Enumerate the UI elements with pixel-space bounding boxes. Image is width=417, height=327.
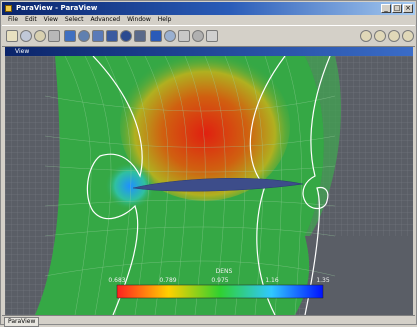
flow-field-render (5, 56, 413, 315)
connect-icon[interactable] (64, 30, 76, 42)
main-toolbar (2, 25, 415, 47)
minimize-button[interactable]: _ (381, 4, 391, 13)
view-header[interactable]: View (5, 47, 413, 56)
save-icon[interactable] (20, 30, 32, 42)
colorbar-tick: 1.35 (316, 277, 330, 284)
view-title: View (15, 48, 30, 55)
zoom-icon[interactable] (388, 30, 400, 42)
title-bar[interactable]: ParaView - ParaView _ □ × (2, 2, 415, 15)
shock-region (305, 56, 341, 236)
undo-icon[interactable] (34, 30, 46, 42)
glyph-icon[interactable] (134, 30, 146, 42)
clip-icon[interactable] (164, 30, 176, 42)
colorbar-tick: 0.975 (211, 277, 229, 284)
colorbar-tick: 1.16 (265, 277, 279, 284)
high-density-zone (120, 56, 290, 201)
stagnation-zone (105, 162, 155, 210)
menu-bar: File Edit View Select Advanced Window He… (2, 15, 415, 25)
cut-icon[interactable] (48, 30, 60, 42)
menu-select[interactable]: Select (64, 16, 84, 23)
menu-window[interactable]: Window (127, 16, 151, 23)
filter-icon[interactable] (106, 30, 118, 42)
maximize-button[interactable]: □ (392, 4, 402, 13)
contour-icon[interactable] (150, 30, 162, 42)
view-icon[interactable] (78, 30, 90, 42)
airfoil-shape (132, 177, 304, 192)
pan-icon[interactable] (402, 30, 414, 42)
colorbar-tick: 0.789 (159, 277, 177, 284)
threshold-icon[interactable] (192, 30, 204, 42)
wake-mesh-region (305, 236, 413, 315)
colorbar-tick: 0.683 (108, 277, 126, 284)
render-viewport[interactable]: DENS 0.683 0.789 0.975 1.16 1.35 (5, 56, 413, 315)
status-tab[interactable]: ParaView (4, 317, 40, 327)
arrow-icon[interactable] (206, 30, 218, 42)
open-icon[interactable] (6, 30, 18, 42)
menu-edit[interactable]: Edit (25, 16, 37, 23)
menu-help[interactable]: Help (157, 16, 172, 23)
app-logo-icon (5, 5, 12, 12)
menu-file[interactable]: File (8, 16, 19, 23)
menu-advanced[interactable]: Advanced (90, 16, 121, 23)
camera-reset-icon[interactable] (360, 30, 372, 42)
probe-icon[interactable] (120, 30, 132, 42)
window-title: ParaView - ParaView (16, 4, 98, 12)
camera-icon[interactable] (92, 30, 104, 42)
slice-icon[interactable] (178, 30, 190, 42)
menu-view[interactable]: View (43, 16, 58, 23)
colorbar-title: DENS (215, 268, 233, 275)
close-button[interactable]: × (403, 4, 413, 13)
colorbar (116, 284, 324, 299)
status-bar: ParaView (2, 315, 415, 327)
rotate-icon[interactable] (374, 30, 386, 42)
